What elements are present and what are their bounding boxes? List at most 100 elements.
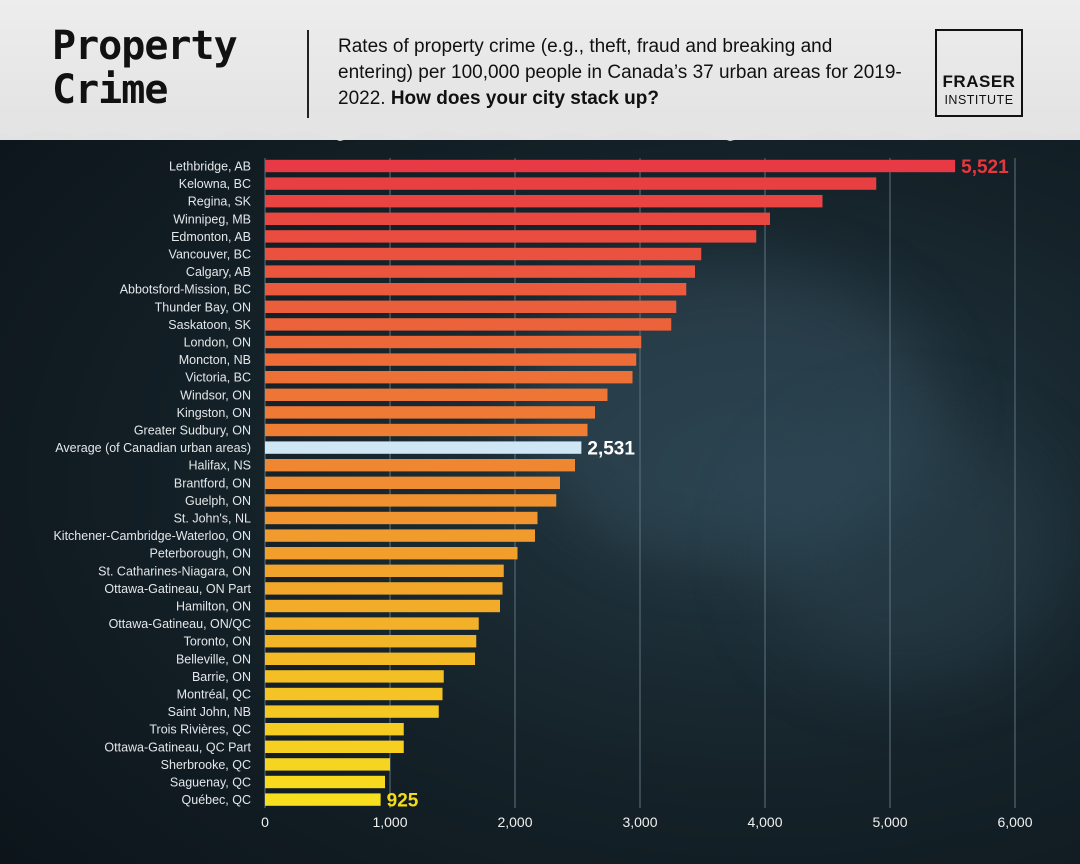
bar-st-john-s-nl <box>265 511 538 525</box>
bar-ottawa-gatineau-on-part <box>265 582 503 595</box>
category-label: Kelowna, BC <box>179 177 251 191</box>
bar-hamilton-on <box>265 599 500 613</box>
category-label: St. Catharines-Niagara, ON <box>98 564 251 578</box>
x-tick-label: 3,000 <box>622 814 657 830</box>
value-label-lethbridge-ab: 5,521 <box>961 157 1009 178</box>
category-label: Lethbridge, AB <box>169 160 251 174</box>
bar-trois-rivieres-qc <box>265 723 404 736</box>
bar-halifax-ns <box>265 459 575 472</box>
category-label: Calgary, AB <box>186 265 251 279</box>
bar-guelph-on <box>265 494 557 507</box>
category-label: Saguenay, QC <box>170 776 251 790</box>
bar-toronto-on <box>265 635 477 648</box>
value-label-average-of-canadian-urban-areas: 2,531 <box>587 439 635 460</box>
category-label: Winnipeg, MB <box>173 212 251 226</box>
bar-calgary-ab <box>265 265 695 278</box>
category-label: Edmonton, AB <box>171 230 251 244</box>
bar-kitchener-cambridge-waterloo-on <box>265 529 535 542</box>
bar-st-catharines-niagara-on <box>265 564 504 577</box>
category-label: Windsor, ON <box>180 388 251 402</box>
bar-montreal-qc <box>265 687 443 701</box>
category-label: Victoria, BC <box>185 371 251 385</box>
category-label: Saskatoon, SK <box>168 318 251 332</box>
category-label: Ottawa-Gatineau, ON/QC <box>109 617 251 631</box>
bar-kelowna-bc <box>265 177 877 190</box>
value-labels: 5,521 2,531 925 <box>387 157 1009 812</box>
category-label: Greater Sudbury, ON <box>134 424 251 438</box>
bar-saint-john-nb <box>265 705 439 718</box>
category-label: Trois Rivières, QC <box>149 723 251 737</box>
category-label: Sherbrooke, QC <box>161 758 251 772</box>
title-line-2: Crime <box>52 67 168 113</box>
x-tick-label: 0 <box>261 814 269 830</box>
bar-peterborough-on <box>265 547 518 560</box>
category-label: Saint John, NB <box>168 705 251 719</box>
title-line-1: Property <box>52 23 238 69</box>
category-label: London, ON <box>184 336 251 350</box>
x-tick-label: 2,000 <box>497 814 532 830</box>
x-tick-label: 5,000 <box>872 814 907 830</box>
bar-moncton-nb <box>265 353 637 366</box>
bars <box>265 159 956 806</box>
bar-lethbridge-ab <box>265 159 956 173</box>
category-label: Hamilton, ON <box>176 600 251 614</box>
category-label: Montréal, QC <box>177 688 251 702</box>
bar-london-on <box>265 335 642 349</box>
category-label: Ottawa-Gatineau, QC Part <box>104 740 251 754</box>
page-title: Property Crime <box>52 23 238 113</box>
category-label: Thunder Bay, ON <box>155 300 251 314</box>
subtitle-emphasis: How does your city stack up? <box>390 88 659 109</box>
fraser-institute-logo: FRASER INSTITUTE <box>935 29 1023 117</box>
bar-edmonton-ab <box>265 230 757 243</box>
bar-regina-sk <box>265 195 823 208</box>
bar-barrie-on <box>265 670 444 683</box>
bar-kingston-on <box>265 406 595 419</box>
bar-windsor-on <box>265 388 608 401</box>
category-label: Vancouver, BC <box>169 248 251 262</box>
bar-vancouver-bc <box>265 247 702 261</box>
bar-greater-sudbury-on <box>265 423 588 437</box>
header-banner: Property Crime Rates of property crime (… <box>0 0 1080 140</box>
value-label-quebec-qc: 925 <box>387 791 419 812</box>
category-label: Abbotsford-Mission, BC <box>120 283 251 297</box>
bar-ottawa-gatineau-on-qc <box>265 617 479 630</box>
bar-abbotsford-mission-bc <box>265 283 687 296</box>
category-label: Moncton, NB <box>179 353 251 367</box>
logo-line-1: FRASER <box>942 72 1016 91</box>
bar-winnipeg-mb <box>265 212 770 225</box>
category-label: St. John's, NL <box>174 512 251 526</box>
bar-saguenay-qc <box>265 775 385 789</box>
bar-belleville-on <box>265 652 475 665</box>
category-label: Kingston, ON <box>177 406 251 420</box>
bar-saskatoon-sk <box>265 318 672 331</box>
category-label: Ottawa-Gatineau, ON Part <box>104 582 251 596</box>
category-label: Barrie, ON <box>192 670 251 684</box>
bar-victoria-bc <box>265 371 633 384</box>
bar-sherbrooke-qc <box>265 758 390 771</box>
x-tick-label: 4,000 <box>747 814 782 830</box>
x-tick-label: 6,000 <box>997 814 1032 830</box>
category-label: Kitchener-Cambridge-Waterloo, ON <box>53 529 251 543</box>
torn-paper-edge <box>0 118 1080 141</box>
bar-brantford-on <box>265 476 560 489</box>
logo-line-2: INSTITUTE <box>944 93 1014 107</box>
subtitle: Rates of property crime (e.g., theft, fr… <box>338 34 908 112</box>
bar-ottawa-gatineau-qc-part <box>265 740 404 753</box>
bar-thunder-bay-on <box>265 300 677 313</box>
category-label: Halifax, NS <box>188 459 251 473</box>
category-label: Brantford, ON <box>174 476 251 490</box>
category-label: Belleville, ON <box>176 652 251 666</box>
category-label: Regina, SK <box>188 195 252 209</box>
bar-average-of-canadian-urban-areas <box>265 441 582 454</box>
category-label: Toronto, ON <box>184 635 251 649</box>
category-label: Québec, QC <box>182 793 251 807</box>
x-tick-label: 1,000 <box>372 814 407 830</box>
category-label: Guelph, ON <box>185 494 251 508</box>
category-label: Average (of Canadian urban areas) <box>55 441 251 455</box>
background-glow-right <box>760 420 1060 680</box>
subtitle-main: Rates of property crime (e.g., theft, fr… <box>338 36 902 109</box>
category-labels: Lethbridge, AB Kelowna, BC Regina, SK Winni… <box>53 160 251 808</box>
header-divider <box>307 30 309 120</box>
